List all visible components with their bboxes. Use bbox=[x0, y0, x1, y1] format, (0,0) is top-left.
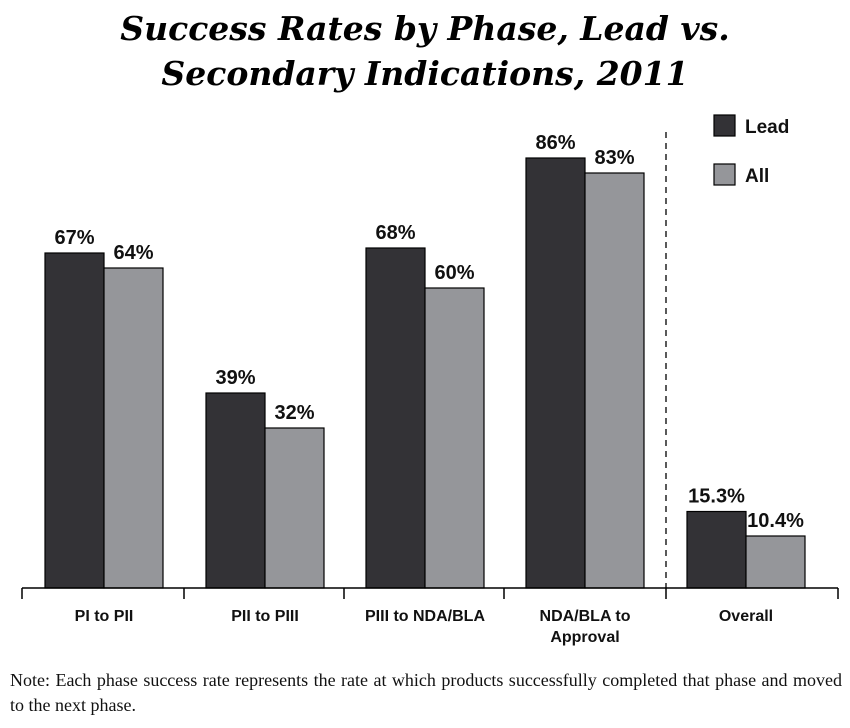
category-label-2: PII to PIII bbox=[231, 608, 299, 625]
legend-label-lead: Lead bbox=[745, 117, 789, 138]
data-label-lead-5: 15.3% bbox=[688, 486, 745, 508]
category-label-3: PIII to NDA/BLA bbox=[365, 608, 485, 625]
bar-all-4 bbox=[584, 172, 645, 589]
bar-lead-1 bbox=[44, 252, 105, 589]
chart-title-line-1: Success Rates by Phase, Lead vs. bbox=[120, 9, 729, 48]
data-label-lead-3: 68% bbox=[375, 222, 415, 244]
bar-all-3 bbox=[424, 287, 485, 589]
category-label-4-line-1: NDA/BLA to bbox=[540, 608, 631, 625]
chart-title-line-2: Secondary Indications, 2011 bbox=[161, 54, 688, 93]
plot-area: 67% 64% PI to PII 39% 32% PII to PIII 68% 60% PI… bbox=[21, 132, 839, 646]
data-label-all-3: 60% bbox=[434, 262, 474, 284]
category-label-1: PI to PII bbox=[75, 608, 134, 625]
legend: Lead All bbox=[713, 114, 789, 187]
data-label-lead-2: 39% bbox=[215, 367, 255, 389]
data-label-lead-4: 86% bbox=[535, 132, 575, 154]
bar-lead-4 bbox=[525, 157, 586, 589]
bar-all-1 bbox=[103, 267, 164, 589]
bar-all-5 bbox=[745, 535, 806, 589]
bar-lead-3 bbox=[365, 247, 426, 589]
legend-label-all: All bbox=[745, 166, 769, 187]
data-label-lead-1: 67% bbox=[54, 227, 94, 249]
legend-swatch-lead bbox=[713, 114, 736, 137]
legend-swatch-all bbox=[713, 163, 736, 186]
data-label-all-4: 83% bbox=[594, 147, 634, 169]
bar-lead-2 bbox=[205, 392, 266, 589]
data-label-all-1: 64% bbox=[113, 242, 153, 264]
bar-all-2 bbox=[264, 427, 325, 589]
bar-lead-5 bbox=[686, 510, 747, 589]
category-label-4-line-2: Approval bbox=[550, 629, 619, 646]
category-label-5: Overall bbox=[719, 608, 773, 625]
data-label-all-5: 10.4% bbox=[747, 510, 804, 532]
data-label-all-2: 32% bbox=[274, 402, 314, 424]
chart-note: Note: Each phase success rate represents… bbox=[10, 670, 842, 715]
